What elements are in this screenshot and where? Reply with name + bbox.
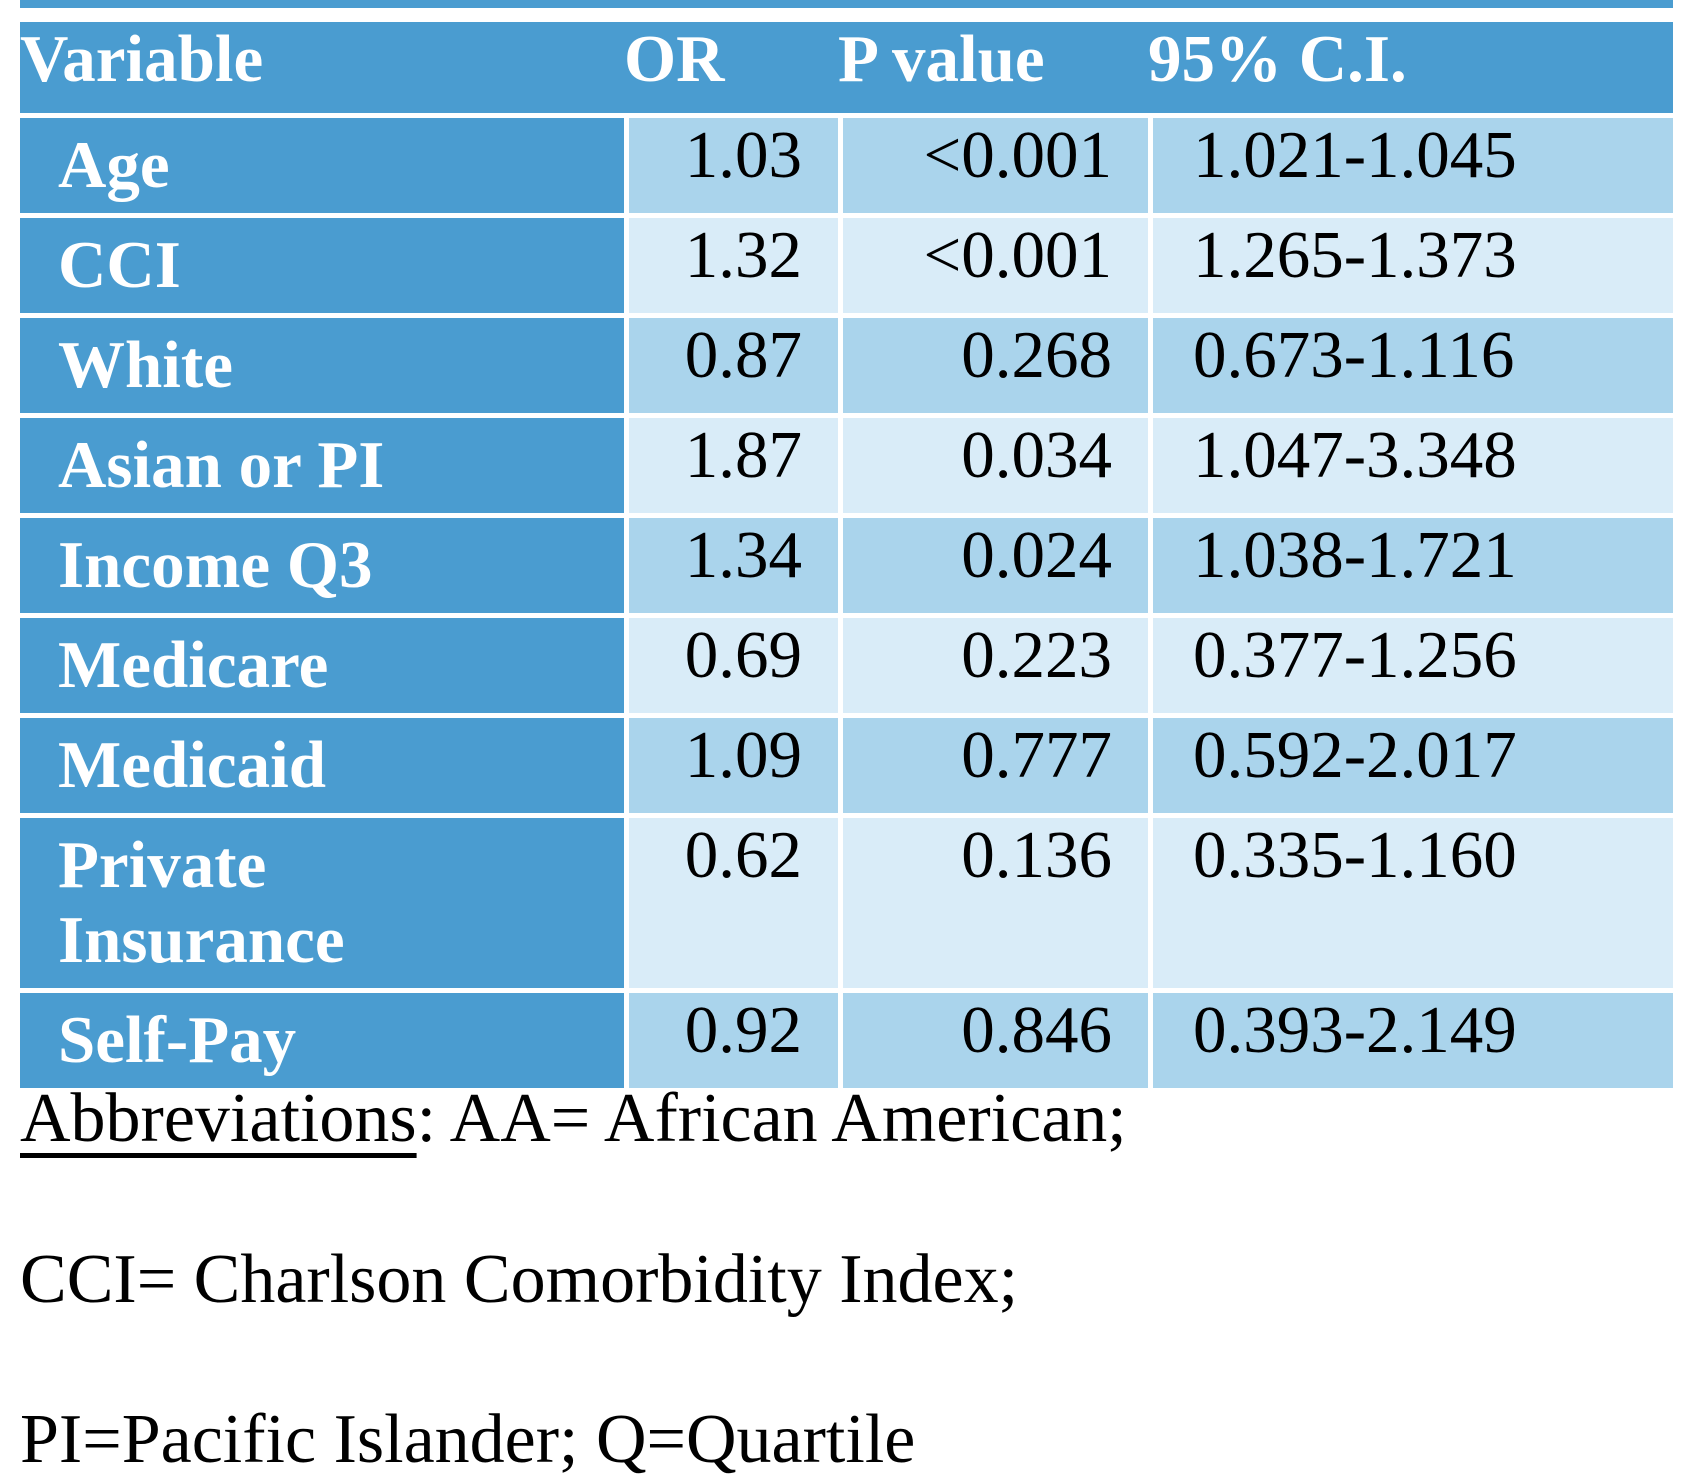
cell-odds-ratio: 0.69 <box>624 613 838 714</box>
row-header-variable: Age <box>20 113 624 214</box>
cell-confidence-interval: 0.673-1.116 <box>1148 313 1673 414</box>
cell-confidence-interval: 0.377-1.256 <box>1148 613 1673 714</box>
cell-p-value: 0.136 <box>838 813 1148 989</box>
cell-p-value: 0.024 <box>838 513 1148 614</box>
cell-odds-ratio: 0.92 <box>624 988 838 1089</box>
row-header-variable: Asian or PI <box>20 413 624 514</box>
odds-ratio-table: Variable OR P value 95% C.I. Age 1.03 <0.0… <box>20 22 1673 1089</box>
table-body: Age 1.03 <0.001 1.021-1.045 CCI 1.32 <0.001 1.2… <box>20 113 1673 1089</box>
row-header-variable: Income Q3 <box>20 513 624 614</box>
table-row: Income Q3 1.34 0.024 1.038-1.721 <box>20 513 1673 614</box>
table-row: Age 1.03 <0.001 1.021-1.045 <box>20 113 1673 214</box>
column-header-or: OR <box>624 22 838 113</box>
table-row: Private Insurance 0.62 0.136 0.335-1.160 <box>20 813 1673 989</box>
cell-confidence-interval: 0.592-2.017 <box>1148 713 1673 814</box>
cell-p-value: 0.034 <box>838 413 1148 514</box>
cell-confidence-interval: 0.335-1.160 <box>1148 813 1673 989</box>
row-header-variable: Self-Pay <box>20 988 624 1089</box>
footnote-pi-q: PI=Pacific Islander; Q=Quartile <box>20 1401 916 1478</box>
table-row: CCI 1.32 <0.001 1.265-1.373 <box>20 213 1673 314</box>
abbreviations-label: Abbreviations <box>20 1080 417 1157</box>
table-header: Variable OR P value 95% C.I. <box>20 22 1673 113</box>
cell-p-value: 0.223 <box>838 613 1148 714</box>
row-header-variable: Medicaid <box>20 713 624 814</box>
cell-p-value: <0.001 <box>838 113 1148 214</box>
abbreviations-text: : AA= African American; <box>416 1080 1127 1157</box>
cell-confidence-interval: 1.047-3.348 <box>1148 413 1673 514</box>
row-header-variable: CCI <box>20 213 624 314</box>
cropped-row-edge <box>20 0 1673 8</box>
cell-odds-ratio: 1.03 <box>624 113 838 214</box>
table-row: Medicare 0.69 0.223 0.377-1.256 <box>20 613 1673 714</box>
row-header-variable: Private Insurance <box>20 813 624 989</box>
column-header-ci: 95% C.I. <box>1148 22 1673 113</box>
table-row: White 0.87 0.268 0.673-1.116 <box>20 313 1673 414</box>
cell-confidence-interval: 0.393-2.149 <box>1148 988 1673 1089</box>
cell-odds-ratio: 0.87 <box>624 313 838 414</box>
cell-p-value: 0.777 <box>838 713 1148 814</box>
footnotes: Abbreviations: AA= African American; CCI… <box>20 1082 1670 1477</box>
footnote-cci: CCI= Charlson Comorbidity Index; <box>20 1240 1019 1318</box>
cell-odds-ratio: 1.34 <box>624 513 838 614</box>
cell-odds-ratio: 0.62 <box>624 813 838 989</box>
table-row: Asian or PI 1.87 0.034 1.047-3.348 <box>20 413 1673 514</box>
cell-p-value: 0.846 <box>838 988 1148 1089</box>
row-header-variable: White <box>20 313 624 414</box>
header-row: Variable OR P value 95% C.I. <box>20 22 1673 113</box>
table-row: Self-Pay 0.92 0.846 0.393-2.149 <box>20 988 1673 1089</box>
table-row: Medicaid 1.09 0.777 0.592-2.017 <box>20 713 1673 814</box>
cell-odds-ratio: 1.87 <box>624 413 838 514</box>
cell-p-value: <0.001 <box>838 213 1148 314</box>
cell-odds-ratio: 1.32 <box>624 213 838 314</box>
column-header-variable: Variable <box>20 22 624 113</box>
footnote-abbreviations: Abbreviations: AA= African American; <box>20 1082 1670 1156</box>
cell-odds-ratio: 1.09 <box>624 713 838 814</box>
cell-confidence-interval: 1.265-1.373 <box>1148 213 1673 314</box>
cell-p-value: 0.268 <box>838 313 1148 414</box>
column-header-pvalue: P value <box>838 22 1148 113</box>
cell-confidence-interval: 1.038-1.721 <box>1148 513 1673 614</box>
row-header-variable: Medicare <box>20 613 624 714</box>
cell-confidence-interval: 1.021-1.045 <box>1148 113 1673 214</box>
